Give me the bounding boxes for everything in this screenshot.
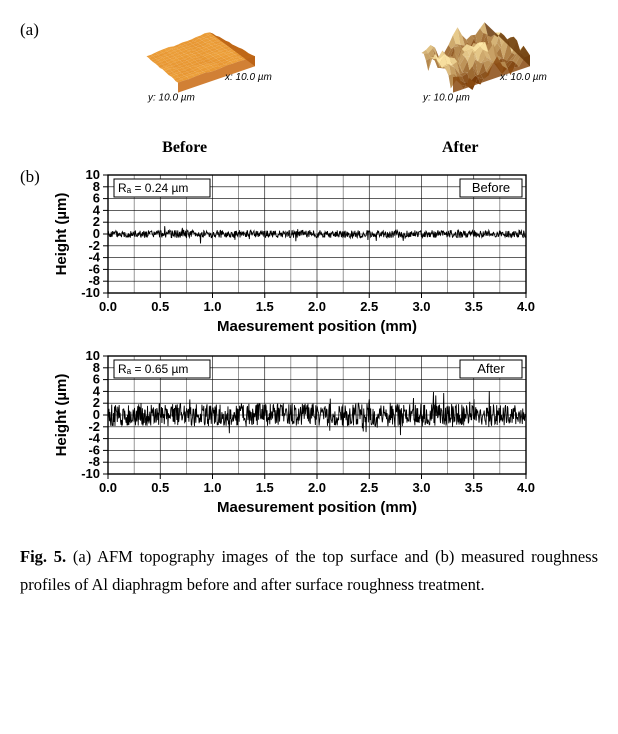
afm-after-caption: After bbox=[370, 139, 550, 157]
svg-text:2.0: 2.0 bbox=[308, 480, 326, 495]
svg-text:Rₐ = 0.65 µm: Rₐ = 0.65 µm bbox=[118, 362, 188, 376]
svg-text:4.0: 4.0 bbox=[517, 299, 535, 314]
panel-a-row: (a) y: 10.0 µm x: 10.0 µm Before y: 10.0 … bbox=[20, 20, 598, 157]
afm-after-image: y: 10.0 µm x: 10.0 µm bbox=[370, 20, 550, 130]
svg-text:3.0: 3.0 bbox=[412, 480, 430, 495]
profile-plot-after: 0.00.51.01.52.02.53.03.54.0-10-8-6-4-202… bbox=[48, 348, 538, 518]
svg-text:1.5: 1.5 bbox=[256, 480, 274, 495]
svg-text:x: 10.0 µm: x: 10.0 µm bbox=[499, 72, 547, 83]
svg-text:y: 10.0 µm: y: 10.0 µm bbox=[147, 93, 195, 104]
svg-text:Maesurement position (mm): Maesurement position (mm) bbox=[217, 499, 417, 516]
svg-text:1.0: 1.0 bbox=[203, 299, 221, 314]
profile-before-holder: 0.00.51.01.52.02.53.03.54.0-10-8-6-4-202… bbox=[48, 167, 598, 342]
profile-after-holder: 0.00.51.01.52.02.53.03.54.0-10-8-6-4-202… bbox=[48, 348, 598, 523]
svg-text:0.5: 0.5 bbox=[151, 299, 169, 314]
figure-caption: Fig. 5. (a) AFM topography images of the… bbox=[20, 543, 598, 599]
svg-text:10: 10 bbox=[85, 167, 99, 182]
profile-plots: 0.00.51.01.52.02.53.03.54.0-10-8-6-4-202… bbox=[40, 167, 598, 529]
svg-text:Maesurement position (mm): Maesurement position (mm) bbox=[217, 318, 417, 335]
svg-text:3.5: 3.5 bbox=[465, 480, 483, 495]
figure-5: (a) y: 10.0 µm x: 10.0 µm Before y: 10.0 … bbox=[20, 20, 598, 599]
svg-text:After: After bbox=[477, 361, 505, 376]
svg-text:y: 10.0 µm: y: 10.0 µm bbox=[422, 93, 470, 104]
svg-text:3.5: 3.5 bbox=[465, 299, 483, 314]
svg-text:1.5: 1.5 bbox=[256, 299, 274, 314]
svg-text:Height (µm): Height (µm) bbox=[53, 193, 70, 276]
svg-text:0.0: 0.0 bbox=[99, 480, 117, 495]
svg-text:10: 10 bbox=[85, 348, 99, 363]
afm-before-image: y: 10.0 µm x: 10.0 µm bbox=[95, 20, 275, 130]
panel-b-row: (b) 0.00.51.01.52.02.53.03.54.0-10-8-6-4… bbox=[20, 167, 598, 529]
svg-text:2.0: 2.0 bbox=[308, 299, 326, 314]
afm-after-pair: y: 10.0 µm x: 10.0 µm After bbox=[370, 20, 550, 157]
afm-before-caption: Before bbox=[95, 139, 275, 157]
svg-text:2.5: 2.5 bbox=[360, 299, 378, 314]
svg-text:1.0: 1.0 bbox=[203, 480, 221, 495]
profile-plot-before: 0.00.51.01.52.02.53.03.54.0-10-8-6-4-202… bbox=[48, 167, 538, 337]
svg-text:0.5: 0.5 bbox=[151, 480, 169, 495]
svg-text:3.0: 3.0 bbox=[412, 299, 430, 314]
svg-text:Rₐ = 0.24 µm: Rₐ = 0.24 µm bbox=[118, 181, 188, 195]
svg-text:4.0: 4.0 bbox=[517, 480, 535, 495]
svg-text:Height (µm): Height (µm) bbox=[53, 374, 70, 457]
svg-text:0.0: 0.0 bbox=[99, 299, 117, 314]
figure-caption-text: (a) AFM topography images of the top sur… bbox=[20, 547, 598, 594]
afm-images-block: y: 10.0 µm x: 10.0 µm Before y: 10.0 µm x:… bbox=[39, 20, 598, 157]
figure-caption-lead: Fig. 5. bbox=[20, 547, 66, 566]
panel-b-label: (b) bbox=[20, 167, 40, 187]
afm-before-pair: y: 10.0 µm x: 10.0 µm Before bbox=[95, 20, 275, 157]
svg-text:Before: Before bbox=[472, 180, 510, 195]
panel-a-label: (a) bbox=[20, 20, 39, 40]
svg-text:2.5: 2.5 bbox=[360, 480, 378, 495]
svg-text:x: 10.0 µm: x: 10.0 µm bbox=[224, 72, 272, 83]
